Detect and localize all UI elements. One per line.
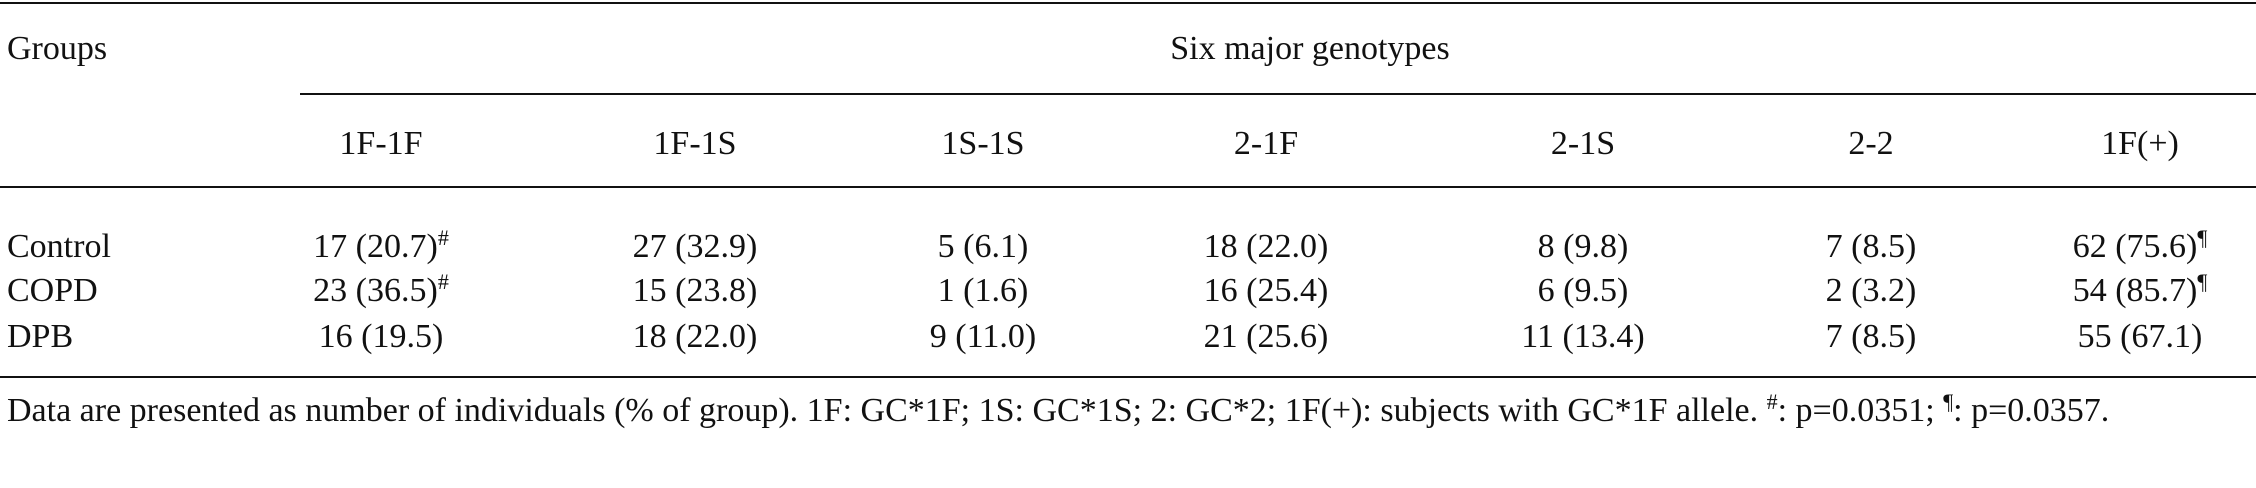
cell-value: 21 (25.6): [1203, 318, 1329, 355]
cell-mark: #: [437, 225, 449, 250]
cell: 7 (8.5): [1826, 227, 1917, 267]
footnote: Data are presented as number of individu…: [7, 389, 2245, 430]
header-rule: [0, 186, 2256, 188]
cell: 55 (67.1): [2078, 317, 2203, 357]
cell-value: 7 (8.5): [1825, 228, 1917, 265]
cell-value: 15 (23.8): [632, 272, 758, 309]
footnote-text: Data are presented as number of individu…: [7, 392, 1759, 429]
span-header: Six major genotypes: [1170, 30, 1450, 67]
cell-value: 6 (9.5): [1537, 272, 1629, 309]
column-header: 2-1F: [1233, 125, 1299, 162]
bottom-rule: [0, 376, 2256, 378]
cell: 7 (8.5): [1826, 317, 1917, 357]
cell-value: 7 (8.5): [1825, 318, 1917, 355]
cell: 27 (32.9): [633, 227, 758, 267]
top-rule: [0, 2, 2256, 4]
cell-value: 54 (85.7): [2072, 272, 2198, 309]
cell: 9 (11.0): [930, 317, 1036, 357]
cell-value: 23 (36.5): [313, 272, 438, 309]
cell-mark: #: [437, 269, 449, 294]
cell-value: 16 (19.5): [318, 318, 444, 355]
cell-value: 27 (32.9): [632, 228, 758, 265]
row-label: DPB: [7, 318, 74, 355]
cell-value: 1 (1.6): [937, 272, 1029, 309]
cell: 16 (19.5): [319, 317, 444, 357]
column-header: 1S-1S: [941, 125, 1025, 162]
cell: 21 (25.6): [1204, 317, 1329, 357]
cell: 18 (22.0): [633, 317, 758, 357]
cell: 54 (85.7)¶: [2073, 271, 2208, 311]
cell: 8 (9.8): [1538, 227, 1629, 267]
row-label: COPD: [7, 272, 98, 309]
cell-value: 18 (22.0): [1203, 228, 1329, 265]
cell-value: 16 (25.4): [1203, 272, 1329, 309]
note-text: : p=0.0357.: [1953, 392, 2110, 429]
column-header: 1F-1F: [339, 125, 423, 162]
cell-value: 8 (9.8): [1537, 228, 1629, 265]
column-header: 1F-1S: [653, 125, 737, 162]
row-label: Control: [7, 228, 111, 265]
note-mark: ¶: [1943, 389, 1954, 414]
cell: 17 (20.7)#: [313, 227, 449, 267]
cell-mark: ¶: [2197, 225, 2208, 250]
cell-value: 2 (3.2): [1825, 272, 1917, 309]
cell: 2 (3.2): [1826, 271, 1917, 311]
cell: 11 (13.4): [1521, 317, 1644, 357]
column-header: 2-2: [1848, 125, 1894, 162]
cell-value: 55 (67.1): [2077, 318, 2203, 355]
cell-value: 17 (20.7): [313, 228, 438, 265]
cell: 16 (25.4): [1204, 271, 1329, 311]
cell: 62 (75.6)¶: [2073, 227, 2208, 267]
column-header: 1F(+): [2101, 125, 2179, 162]
cell-value: 11 (13.4): [1521, 318, 1645, 355]
cell-value: 18 (22.0): [632, 318, 758, 355]
cell-value: 62 (75.6): [2072, 228, 2198, 265]
cell-value: 5 (6.1): [937, 228, 1029, 265]
cell: 6 (9.5): [1538, 271, 1629, 311]
cell: 18 (22.0): [1204, 227, 1329, 267]
cell: 1 (1.6): [938, 271, 1029, 311]
group-header: Groups: [7, 30, 108, 67]
cell: 15 (23.8): [633, 271, 758, 311]
cell: 23 (36.5)#: [313, 271, 449, 311]
cell-value: 9 (11.0): [929, 318, 1037, 355]
span-rule: [300, 93, 2256, 95]
note-text: : p=0.0351;: [1777, 392, 1935, 429]
cell: 5 (6.1): [938, 227, 1029, 267]
cell-mark: ¶: [2197, 269, 2208, 294]
column-header: 2-1S: [1550, 125, 1616, 162]
note-mark: #: [1766, 389, 1778, 414]
